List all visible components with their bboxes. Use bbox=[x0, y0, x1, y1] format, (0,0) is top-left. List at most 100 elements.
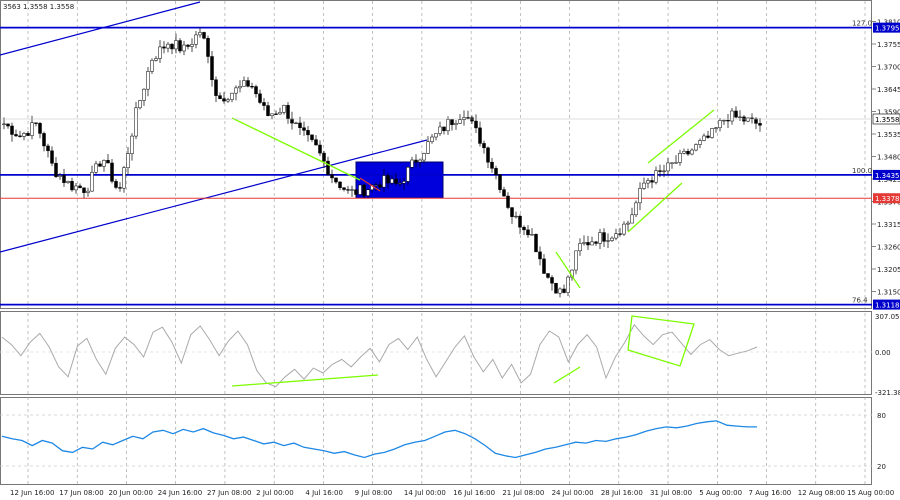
candle-body bbox=[126, 153, 130, 169]
candle-body bbox=[698, 140, 702, 145]
candle-body bbox=[650, 180, 654, 183]
osc-axis: 307.0503 0.00 -321.389 bbox=[875, 313, 900, 397]
candle-body bbox=[454, 123, 458, 125]
candle-body bbox=[286, 105, 290, 120]
candle-body bbox=[642, 182, 646, 189]
candle-body bbox=[82, 187, 86, 193]
candle-body bbox=[374, 184, 378, 186]
candle-body bbox=[50, 150, 54, 164]
candle-body bbox=[474, 120, 478, 129]
candle-body bbox=[350, 189, 354, 191]
candle-body bbox=[246, 80, 250, 87]
price-panel: 127.0 100.0 76.4 3563 1.3558 1.3558 1.3810… bbox=[0, 1, 900, 310]
candle-body bbox=[326, 160, 330, 175]
candle-body bbox=[214, 79, 218, 96]
candlesticks bbox=[2, 27, 762, 298]
candle-body bbox=[462, 117, 466, 120]
candle-body bbox=[74, 185, 78, 191]
candle-body bbox=[190, 44, 194, 47]
candle-body bbox=[738, 116, 742, 118]
candle-body bbox=[722, 119, 726, 122]
candle-body bbox=[682, 150, 686, 154]
candle-body bbox=[258, 93, 262, 103]
x-tick-label: 4 Jul 16:00 bbox=[305, 489, 343, 497]
candle-body bbox=[390, 178, 394, 184]
candle-body bbox=[658, 170, 662, 172]
candle-body bbox=[494, 168, 498, 176]
candle-body bbox=[690, 149, 694, 155]
candle-body bbox=[662, 170, 666, 172]
vertical-grid bbox=[27, 1, 866, 484]
oscillator-panel: 307.0503 0.00 -321.389 bbox=[0, 313, 900, 397]
candle-body bbox=[266, 105, 270, 116]
candle-body bbox=[154, 58, 158, 61]
candle-body bbox=[238, 86, 242, 89]
candle-body bbox=[294, 122, 298, 125]
candle-body bbox=[58, 175, 62, 177]
trendline-1 bbox=[231, 117, 361, 181]
candle-body bbox=[578, 243, 582, 252]
candle-body bbox=[538, 251, 542, 260]
candle-body bbox=[402, 181, 406, 184]
price-tick-label: 1.3315 bbox=[877, 221, 900, 229]
candle-body bbox=[26, 133, 30, 136]
candle-body bbox=[574, 250, 578, 271]
price-tick-label: 1.3810 bbox=[877, 19, 900, 27]
candle-body bbox=[394, 178, 398, 184]
candle-body bbox=[610, 237, 614, 241]
candle-body bbox=[502, 189, 506, 197]
candle-body bbox=[546, 273, 550, 278]
consolidation-zone bbox=[355, 161, 444, 199]
trendline-4 bbox=[627, 182, 683, 233]
candle-body bbox=[346, 189, 350, 191]
candle-body bbox=[614, 233, 618, 239]
candle-body bbox=[754, 118, 758, 124]
current-price-tag: 1.3558 bbox=[872, 113, 900, 125]
candle-body bbox=[254, 86, 258, 95]
candle-body bbox=[446, 119, 450, 132]
candle-body bbox=[750, 117, 754, 119]
candle-body bbox=[526, 229, 530, 236]
oscillator-panel-frame bbox=[0, 311, 872, 395]
candle-body bbox=[602, 232, 606, 242]
price-tick-label: 1.3150 bbox=[877, 289, 900, 297]
price-tick-label: 1.3425 bbox=[877, 176, 900, 184]
candle-body bbox=[562, 288, 566, 293]
price-tick-label: 1.3700 bbox=[877, 64, 900, 72]
level-tag-label: 1.3435 bbox=[875, 172, 900, 180]
rsi-panel: 80 20 bbox=[0, 412, 886, 471]
candle-body bbox=[582, 242, 586, 244]
candle-body bbox=[234, 87, 238, 94]
x-tick-label: 24 Jul 00:00 bbox=[552, 489, 594, 497]
candle-body bbox=[166, 43, 170, 49]
candle-body bbox=[6, 123, 10, 127]
candle-body bbox=[2, 123, 6, 125]
candle-body bbox=[202, 32, 206, 39]
support-curve bbox=[359, 177, 381, 192]
candle-body bbox=[406, 167, 410, 182]
candle-body bbox=[86, 190, 90, 193]
candle-body bbox=[78, 185, 82, 189]
x-tick-label: 27 Jun 08:00 bbox=[207, 489, 251, 497]
candle-body bbox=[594, 241, 598, 244]
osc-trendline-1 bbox=[231, 374, 379, 387]
current-price-label: 1.3558 bbox=[875, 116, 900, 124]
candle-body bbox=[638, 188, 642, 204]
candle-body bbox=[66, 181, 70, 183]
price-tick-label: 1.3645 bbox=[877, 86, 900, 94]
candle-body bbox=[298, 122, 302, 128]
candle-body bbox=[622, 223, 626, 235]
level-tag-label: 1.3118 bbox=[875, 302, 900, 310]
candle-body bbox=[170, 43, 174, 50]
candle-body bbox=[334, 177, 338, 183]
osc-tick-label: 0.00 bbox=[875, 349, 891, 357]
candle-body bbox=[598, 232, 602, 244]
candle-body bbox=[670, 162, 674, 164]
level-tag-label: 1.3378 bbox=[875, 195, 900, 203]
channel-lower-line bbox=[0, 139, 428, 253]
candle-body bbox=[70, 181, 74, 191]
rsi-panel-frame bbox=[0, 397, 872, 485]
candle-body bbox=[186, 44, 190, 47]
candle-body bbox=[482, 143, 486, 149]
level-tag-box bbox=[873, 193, 900, 204]
